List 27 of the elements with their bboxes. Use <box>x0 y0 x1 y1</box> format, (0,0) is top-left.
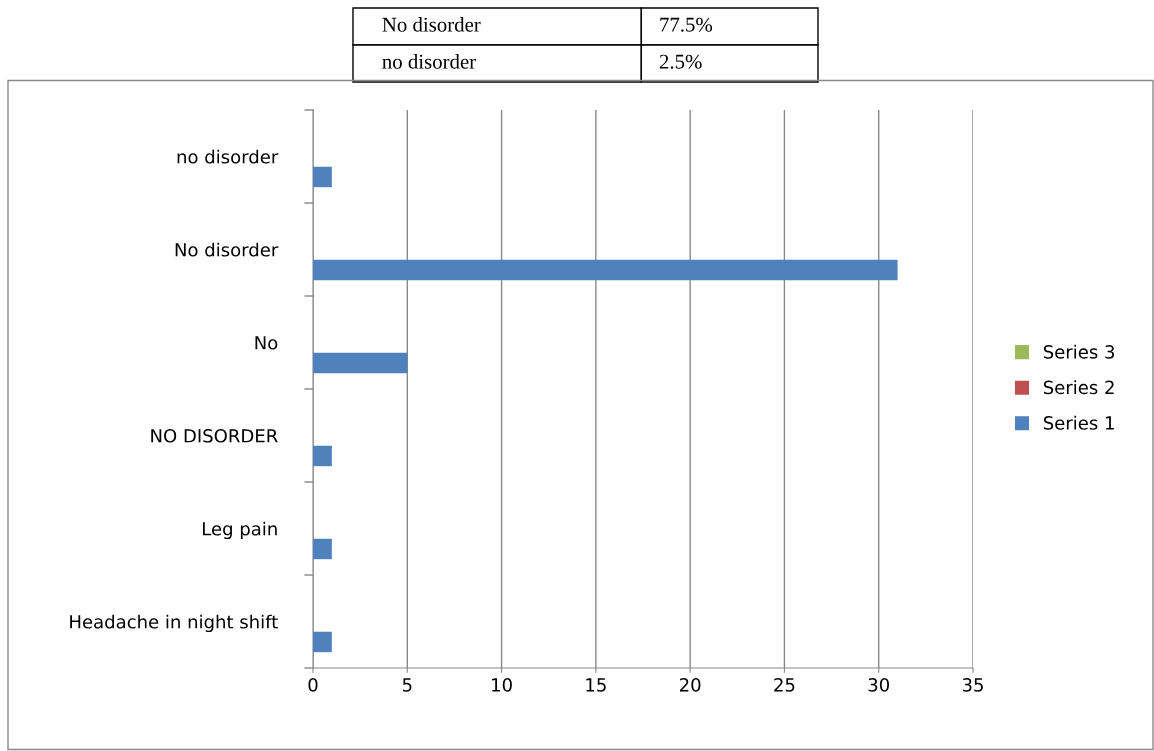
x-tick-label: 15 <box>586 678 606 692</box>
bar <box>313 259 898 281</box>
y-tick-label: No <box>255 336 278 350</box>
legend-label: Series 1 <box>1043 415 1114 430</box>
x-tick-label: 10 <box>492 678 512 692</box>
y-tick-label: No disorder <box>175 242 279 257</box>
bar <box>313 631 332 653</box>
bar <box>313 445 332 467</box>
x-tick-label: 20 <box>679 678 701 692</box>
x-tick-label: 35 <box>962 678 983 692</box>
text: no disorder <box>382 54 476 69</box>
bar <box>313 352 408 374</box>
bar <box>313 538 332 560</box>
y-tick-label: Leg pain <box>203 521 277 540</box>
y-tick-label: NO DISORDER <box>151 428 278 443</box>
x-tick-label: 0 <box>308 678 318 692</box>
legend-label: Series 3 <box>1043 344 1115 359</box>
bar <box>313 166 332 188</box>
x-tick-label: 25 <box>774 678 795 692</box>
x-tick-label: 5 <box>402 678 412 692</box>
x-tick-label: 30 <box>868 678 889 692</box>
text: No disorder <box>382 17 481 32</box>
text: 2.5% <box>659 54 702 69</box>
text: 77.5% <box>660 17 713 32</box>
legend-label: Series 2 <box>1043 380 1114 395</box>
y-tick-label: Headache in night shift <box>70 614 278 633</box>
y-tick-label: no disorder <box>177 149 279 164</box>
